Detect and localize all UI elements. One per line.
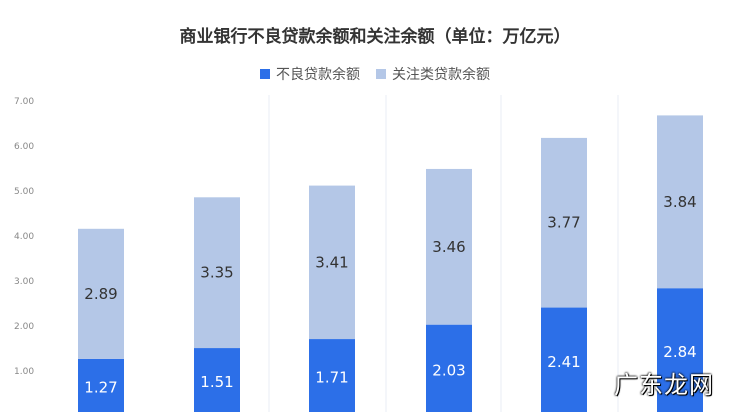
- y-tick-label-0: 7.00: [14, 97, 34, 107]
- y-tick-label-2: 5.00: [14, 187, 34, 197]
- legend-label-npl: 不良贷款余额: [276, 67, 360, 83]
- data-label-special-mention-4: 3.77: [547, 214, 580, 232]
- legend-swatch-npl: [260, 69, 270, 79]
- y-tick-label-6: 1.00: [14, 367, 34, 377]
- bar-special-mention-5: [657, 115, 703, 289]
- column-band-3: [617, 95, 619, 412]
- data-label-npl-5: 2.84: [663, 343, 696, 361]
- legend-swatch-special-mention: [376, 69, 386, 79]
- data-label-npl-1: 1.51: [200, 373, 233, 391]
- data-label-npl-3: 2.03: [432, 361, 465, 379]
- column-band-0: [268, 95, 270, 412]
- data-label-special-mention-3: 3.46: [432, 238, 465, 256]
- bar-special-mention-4: [541, 137, 587, 308]
- data-label-special-mention-1: 3.35: [200, 264, 233, 282]
- legend: 不良贷款余额 关注类贷款余额: [0, 64, 750, 84]
- data-label-special-mention-0: 2.89: [84, 285, 117, 303]
- column-band-2: [500, 95, 502, 412]
- bar-npl-0: [78, 358, 124, 412]
- data-label-npl-4: 2.41: [547, 353, 580, 371]
- data-label-special-mention-2: 3.41: [315, 253, 348, 271]
- column-band-1: [385, 95, 387, 412]
- watermark-logo: 广东龙网: [614, 371, 714, 399]
- data-label-npl-2: 1.71: [315, 369, 348, 387]
- bar-special-mention-0: [78, 228, 124, 359]
- y-tick-label-4: 3.00: [14, 277, 34, 287]
- y-tick-label-1: 6.00: [14, 142, 34, 152]
- bar-npl-5: [657, 288, 703, 412]
- bar-special-mention-3: [426, 168, 472, 325]
- data-label-npl-0: 1.27: [84, 378, 117, 396]
- bar-npl-3: [426, 324, 472, 412]
- y-tick-label-5: 2.00: [14, 322, 34, 332]
- legend-label-special-mention: 关注类贷款余额: [392, 67, 490, 83]
- y-tick-label-3: 4.00: [14, 232, 34, 242]
- legend-item-npl: 不良贷款余额: [260, 64, 360, 84]
- legend-item-special-mention: 关注类贷款余额: [376, 64, 490, 84]
- bar-special-mention-2: [309, 185, 355, 340]
- bar-npl-4: [541, 307, 587, 412]
- bar-special-mention-1: [194, 197, 240, 349]
- bar-npl-2: [309, 339, 355, 412]
- bar-npl-1: [194, 348, 240, 412]
- data-label-special-mention-5: 3.84: [663, 193, 696, 211]
- chart-title: 商业银行不良贷款余额和关注余额（单位：万亿元）: [179, 27, 571, 47]
